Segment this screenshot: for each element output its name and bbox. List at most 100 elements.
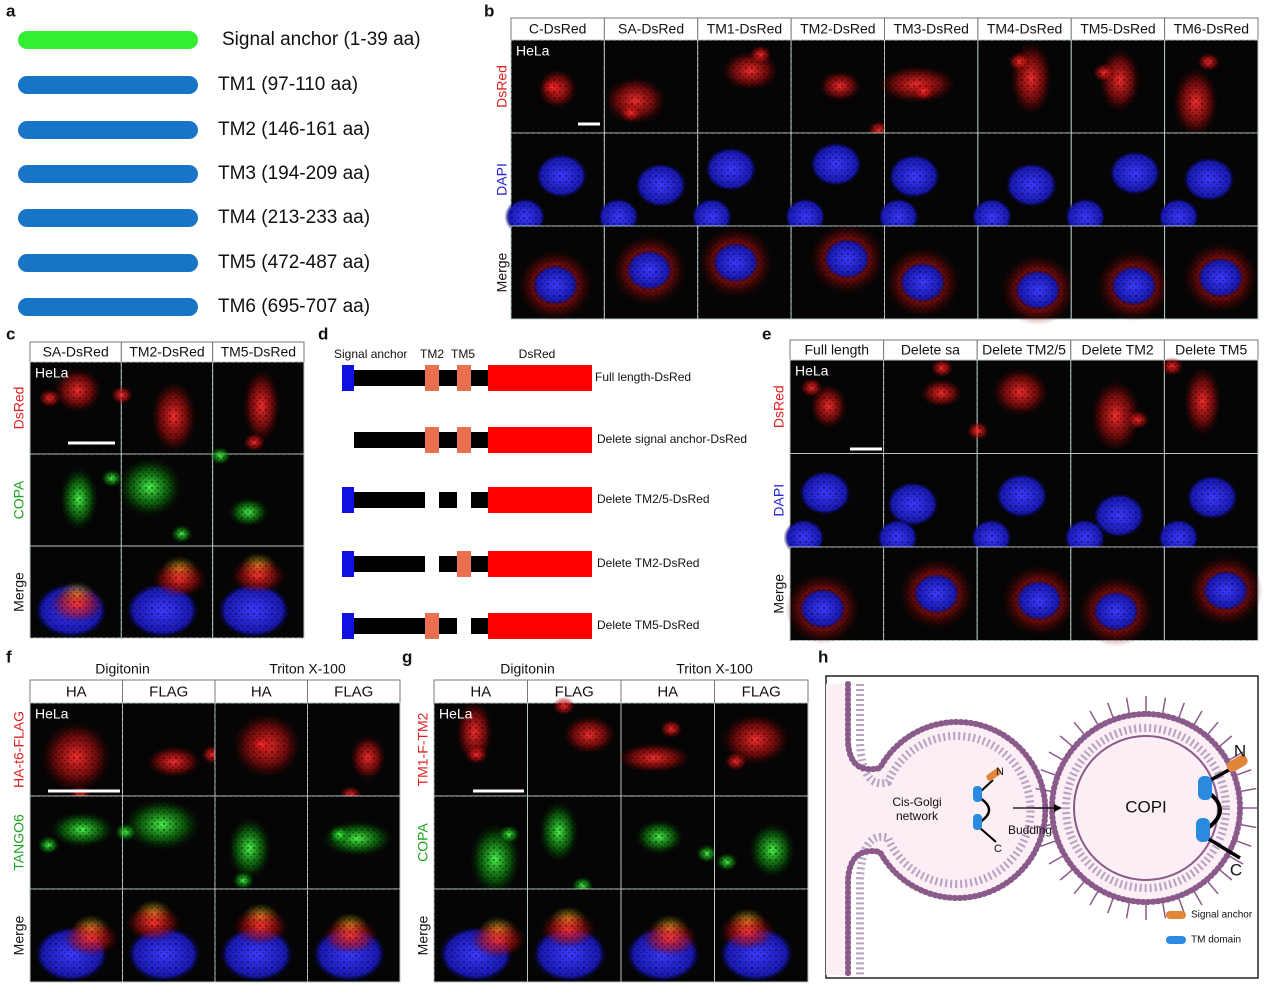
- panel-letter: e: [762, 324, 771, 343]
- coat-spike: [1178, 702, 1186, 719]
- coat-spike: [1178, 897, 1186, 914]
- speckle: [527, 796, 621, 889]
- membrane-beads: [845, 681, 1049, 978]
- coat-spike: [1193, 890, 1203, 906]
- coat-spike: [1240, 787, 1257, 793]
- copi-inner: [1062, 724, 1230, 892]
- speckle: [697, 226, 792, 319]
- micrograph-content: [621, 796, 719, 889]
- coat-spike: [1106, 702, 1114, 719]
- coat-spike: [1089, 890, 1099, 906]
- cell-label: HeLa: [795, 363, 829, 379]
- linker: [979, 779, 994, 793]
- panel-letter: a: [6, 1, 16, 20]
- linker: [471, 618, 488, 634]
- micrograph-content: [1164, 226, 1258, 319]
- micrograph-content: [790, 360, 884, 454]
- domain-header: TM2: [420, 347, 444, 361]
- domain-bar: [18, 165, 198, 183]
- speckle: [307, 796, 400, 889]
- domain-header: Signal anchor: [334, 347, 407, 361]
- micrograph-content: [714, 796, 808, 889]
- speckle: [1070, 360, 1165, 454]
- dsred-tag: [488, 427, 592, 453]
- speckle: [1071, 40, 1165, 133]
- row-label: HA-t6-FLAG: [11, 711, 27, 788]
- domain-bar: [18, 209, 198, 227]
- micrograph-content: [617, 703, 715, 796]
- speckle: [604, 133, 698, 226]
- micrograph-content: [971, 133, 1072, 236]
- column-header: TM2-DsRed: [800, 21, 875, 37]
- micrograph-content: [691, 133, 792, 236]
- micrograph-content: [121, 546, 213, 639]
- tm2-domain: [425, 365, 439, 391]
- group-label: Triton X-100: [676, 661, 753, 677]
- micrograph-content: [791, 40, 891, 140]
- coat-spike: [1048, 751, 1064, 761]
- dsred-tag: [488, 487, 592, 513]
- panel-letter: b: [484, 1, 494, 20]
- micrograph-content: [1164, 40, 1258, 137]
- column-header: FLAG: [742, 683, 781, 700]
- speckle: [621, 889, 715, 982]
- tm5-domain: [457, 551, 471, 577]
- tm-domain: [973, 786, 982, 802]
- dsred-tag: [488, 613, 592, 639]
- row-label: DAPI: [771, 484, 787, 517]
- micrograph-content: [504, 133, 605, 236]
- coat-spike: [1040, 768, 1057, 776]
- micrograph-content: [784, 133, 885, 236]
- column-header: TM3-DsRed: [893, 21, 968, 37]
- micrograph-content: [1070, 360, 1165, 454]
- micrograph-content: [30, 362, 122, 454]
- terminus-label: N: [996, 766, 1004, 778]
- speckle: [527, 889, 621, 982]
- golgi-lumen: [826, 684, 1046, 975]
- speckle: [621, 796, 715, 889]
- micrograph-content: [215, 703, 308, 796]
- coat-spike: [1219, 735, 1233, 747]
- tm5-domain: [457, 427, 471, 453]
- speckle: [434, 889, 528, 982]
- speckle: [884, 133, 978, 226]
- speckle: [1070, 547, 1165, 641]
- row-label: TANGO6: [11, 814, 27, 871]
- tm5-domain: [457, 365, 471, 391]
- coat-spike: [1059, 869, 1073, 881]
- linker: [354, 556, 425, 572]
- column-header: TM5-DsRed: [221, 344, 296, 360]
- speckle: [215, 889, 308, 982]
- coat-spike: [1125, 697, 1131, 714]
- column-header: HA: [470, 683, 491, 700]
- speckle: [30, 703, 123, 796]
- micrograph-content: [1164, 547, 1264, 641]
- domain-label: TM3 (194-209 aa): [218, 163, 370, 184]
- compartment-label: network: [896, 809, 939, 823]
- coat-spike: [1040, 840, 1057, 848]
- micrograph-content: [114, 796, 215, 889]
- micrograph-content: [966, 360, 1071, 454]
- speckle: [1164, 547, 1258, 641]
- speckle: [434, 703, 528, 796]
- speckle: [511, 133, 605, 226]
- micrograph-content: [215, 796, 308, 890]
- micrograph-content: [212, 362, 304, 454]
- row-label: COPA: [415, 823, 431, 862]
- tm-domain: [1196, 818, 1210, 842]
- speckle: [1070, 453, 1165, 547]
- panel-letter: g: [402, 647, 412, 666]
- column-header: Delete TM5: [1175, 342, 1247, 358]
- micrograph-content: [883, 358, 978, 454]
- coat-spike: [1048, 855, 1064, 865]
- coat-spike: [1240, 823, 1257, 829]
- speckle: [121, 454, 213, 546]
- domain-label: Signal anchor (1-39 aa): [222, 29, 421, 50]
- legend-swatch: [1166, 911, 1186, 919]
- speckle: [307, 703, 400, 796]
- speckle: [883, 453, 978, 547]
- coat-spike: [1089, 710, 1099, 726]
- column-header: HA: [251, 683, 272, 700]
- micrograph-content: [434, 889, 528, 982]
- speckle: [1164, 453, 1258, 547]
